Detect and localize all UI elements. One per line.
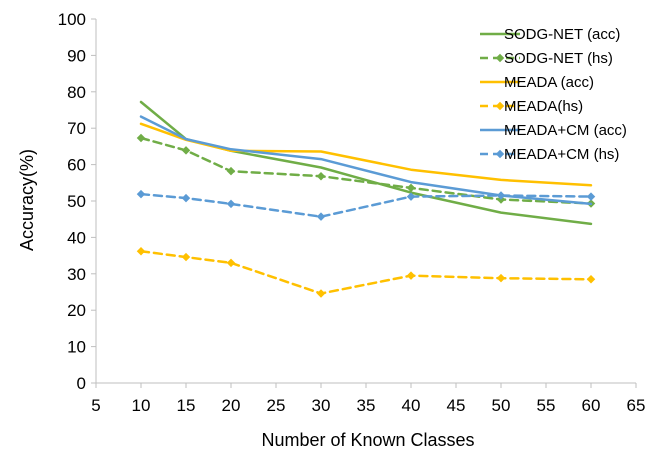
x-tick-label: 60	[582, 396, 601, 415]
legend-entry: SODG-NET (acc)	[480, 26, 620, 43]
data-point-marker	[226, 199, 236, 209]
x-axis-title: Number of Known Classes	[261, 430, 474, 450]
y-tick-label: 100	[58, 10, 86, 29]
data-point-marker	[181, 193, 191, 203]
x-tick-label: 20	[222, 396, 241, 415]
y-tick-label: 40	[67, 228, 86, 247]
data-point-marker	[181, 252, 191, 262]
data-point-marker	[316, 212, 326, 221]
y-tick-label: 90	[67, 46, 86, 65]
x-tick-label: 5	[91, 396, 100, 415]
data-point-marker	[406, 271, 416, 280]
series-line	[139, 249, 593, 295]
data-point-marker	[226, 166, 236, 176]
y-tick-label: 10	[67, 338, 86, 357]
data-point-marker	[136, 246, 146, 256]
y-tick-label: 30	[67, 265, 86, 284]
x-tick-label: 10	[132, 396, 151, 415]
x-tick-label: 30	[312, 396, 331, 415]
legend-label: SODG-NET (acc)	[504, 26, 620, 43]
x-tick-label: 15	[177, 396, 196, 415]
legend-marker	[495, 53, 505, 63]
y-tick-label: 0	[77, 374, 86, 393]
y-tick-label: 60	[67, 156, 86, 175]
x-tick-label: 50	[492, 396, 511, 415]
axes: 0 10 20 30 40 50 60 70 80 90 100 5 10 15 20 25 30 35 40 45 5…	[58, 10, 646, 415]
data-point-marker	[136, 133, 146, 143]
legend: SODG-NET (acc) SODG-NET (hs) MEADA (acc) ME…	[480, 26, 627, 163]
x-tick-label: 40	[402, 396, 421, 415]
data-point-marker	[586, 275, 596, 284]
x-tick-label: 25	[267, 396, 286, 415]
data-point-marker	[406, 183, 416, 193]
legend-label: MEADA (acc)	[504, 74, 594, 91]
legend-entry: SODG-NET (hs)	[480, 50, 613, 67]
data-point-marker	[496, 191, 506, 200]
x-tick-label: 35	[357, 396, 376, 415]
data-point-marker	[406, 192, 416, 201]
data-point-marker	[316, 172, 326, 181]
y-axis-title: Accuracy(%)	[17, 149, 37, 251]
legend-label: MEADA+CM (hs)	[504, 146, 619, 163]
series-5	[136, 189, 596, 221]
y-tick-label: 50	[67, 192, 86, 211]
x-tick-label: 45	[447, 396, 466, 415]
data-point-marker	[181, 146, 191, 155]
series-3	[136, 246, 596, 298]
data-point-marker	[496, 273, 506, 283]
x-tick-label: 65	[627, 396, 646, 415]
legend-label: MEADA+CM (acc)	[504, 122, 627, 139]
legend-entry: MEADA (acc)	[480, 74, 594, 91]
legend-entry: MEADA(hs)	[480, 98, 583, 115]
x-tick-label: 55	[537, 396, 556, 415]
y-tick-label: 80	[67, 83, 86, 102]
data-point-marker	[586, 192, 596, 201]
y-tick-label: 20	[67, 301, 86, 320]
data-point-marker	[136, 189, 146, 199]
legend-entry: MEADA+CM (hs)	[480, 146, 619, 163]
y-tick-label: 70	[67, 119, 86, 138]
legend-marker	[495, 149, 505, 159]
data-point-marker	[226, 258, 236, 268]
legend-marker	[495, 101, 505, 111]
data-point-marker	[316, 289, 326, 298]
legend-label: SODG-NET (hs)	[504, 50, 613, 67]
legend-entry: MEADA+CM (acc)	[480, 122, 627, 139]
legend-label: MEADA(hs)	[504, 98, 583, 115]
